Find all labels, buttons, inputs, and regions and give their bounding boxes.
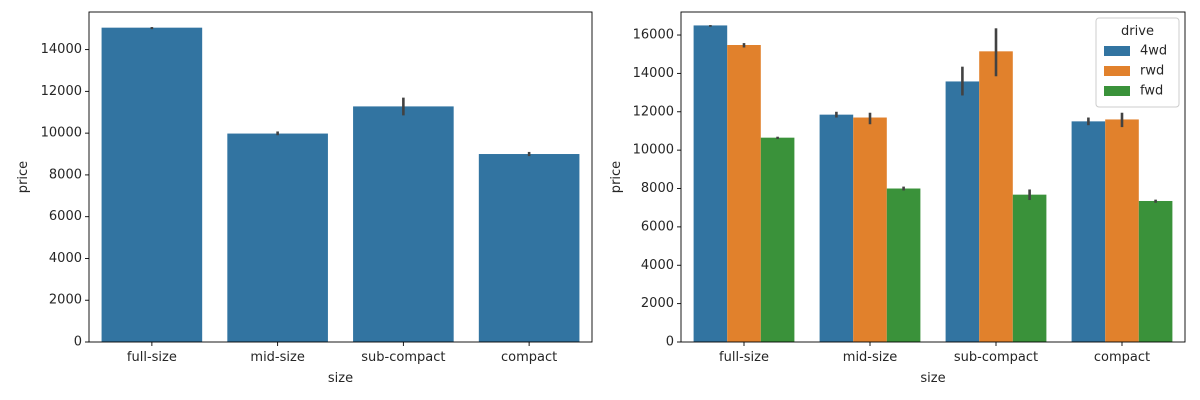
y-tick-label: 6000: [49, 209, 82, 224]
bar-compact-4wd: [1071, 121, 1106, 342]
legend-label-fwd: fwd: [1140, 84, 1163, 99]
x-tick-label: full-size: [127, 350, 177, 365]
y-tick-label: 2000: [49, 293, 82, 308]
x-axis-label: size: [328, 371, 353, 386]
legend: drive 4wd rwd fwd: [1095, 17, 1180, 108]
y-tick-label: 4000: [49, 251, 82, 266]
legend-box: [1095, 17, 1180, 108]
legend-label-rwd: rwd: [1140, 64, 1164, 79]
legend-swatch-rwd: [1104, 66, 1130, 76]
y-tick-label: 12000: [633, 104, 674, 119]
y-tick-label: 6000: [641, 219, 674, 234]
x-tick-label: sub-compact: [361, 350, 445, 365]
bar-full-size-4wd: [693, 25, 728, 342]
bar-full-size: [101, 27, 203, 343]
y-axis-label: price: [609, 161, 624, 193]
bar-full-size-fwd: [760, 137, 795, 342]
bar-sub-compact-fwd: [1012, 194, 1047, 342]
x-tick-label: full-size: [719, 350, 769, 365]
x-tick-label: mid-size: [843, 350, 897, 365]
bar-full-size-rwd: [727, 45, 761, 342]
bar-compact-fwd: [1138, 200, 1173, 342]
axes-frame: [88, 11, 593, 343]
legend-label-4wd: 4wd: [1140, 44, 1167, 59]
y-tick-label: 16000: [633, 28, 674, 43]
y-tick-label: 0: [74, 335, 82, 350]
y-tick-label: 2000: [641, 296, 674, 311]
bar-mid-size-fwd: [886, 188, 921, 342]
y-tick-label: 8000: [641, 181, 674, 196]
x-tick-label: compact: [501, 350, 557, 365]
chart-right: 0 2000 4000 6000 8000 10000 12000 14000 16000 ful…: [609, 11, 1186, 386]
y-tick-label: 10000: [41, 126, 82, 141]
y-tick-label: 10000: [633, 143, 674, 158]
y-tick-label: 4000: [641, 258, 674, 273]
x-tick-label: sub-compact: [954, 350, 1038, 365]
y-tick-label: 0: [666, 335, 674, 350]
y-tick-label: 14000: [41, 42, 82, 57]
bar-sub-compact-4wd: [945, 81, 980, 342]
legend-swatch-4wd: [1104, 46, 1130, 56]
y-tick-label: 14000: [633, 66, 674, 81]
x-tick-label: compact: [1094, 350, 1150, 365]
bar-mid-size: [227, 133, 328, 342]
chart-left: 0 2000 4000 6000 8000 10000 12000 14000 full-siz…: [16, 11, 593, 386]
y-axis-label: price: [16, 161, 31, 193]
bar-sub-compact: [353, 106, 454, 342]
x-tick-label: mid-size: [250, 350, 304, 365]
legend-title: drive: [1121, 24, 1154, 39]
bar-mid-size-4wd: [819, 114, 854, 342]
bar-compact-rwd: [1105, 119, 1139, 342]
y-tick-label: 8000: [49, 167, 82, 182]
bar-compact: [478, 154, 580, 342]
bar-sub-compact-rwd: [979, 51, 1013, 343]
y-tick-label: 12000: [41, 84, 82, 99]
x-axis-label: size: [920, 371, 945, 386]
bar-mid-size-rwd: [853, 117, 887, 342]
axes-frame: [680, 11, 1186, 343]
legend-swatch-fwd: [1104, 86, 1130, 96]
